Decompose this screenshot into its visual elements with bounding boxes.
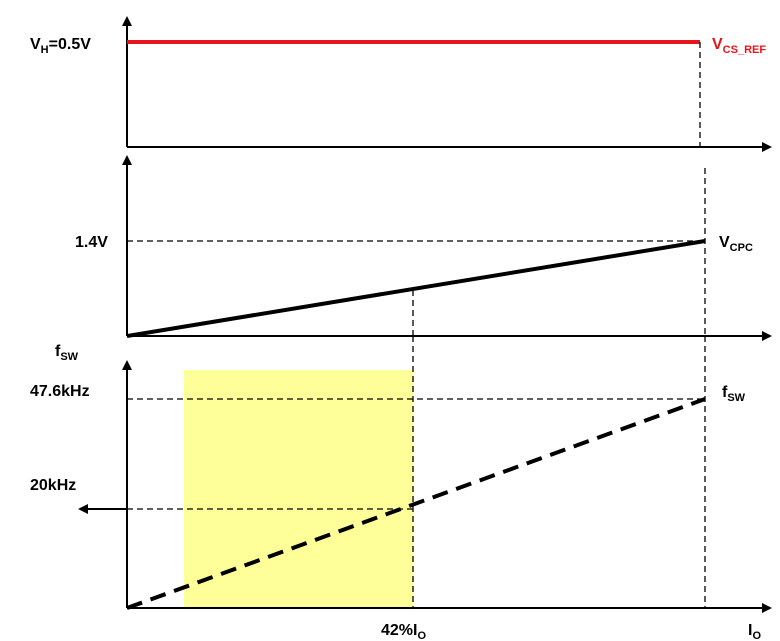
vcs-ref-series-label: VCS_REF: [712, 36, 766, 56]
vh-tick-label: VH=0.5V: [30, 36, 91, 56]
vcpc-series-label: VCPC: [719, 234, 753, 254]
x-tick-label-42pct: 42%IO: [381, 622, 426, 641]
panel-bottom: fSW 47.6kHz 20kHz fSW 42%IO IO: [30, 336, 772, 641]
fsw-y-axis-label: fSW: [55, 343, 79, 363]
panel-top: VH=0.5V VCS_REF: [30, 16, 772, 152]
fsw-series-label: fSW: [722, 384, 746, 404]
fsw-20k-tick-label: 20kHz: [30, 477, 76, 494]
x-axis-label-io: IO: [748, 622, 761, 641]
fsw-line: [126, 397, 706, 610]
panel-middle: 1.4V VCPC: [75, 155, 772, 341]
highlight-region: [184, 370, 413, 608]
vcpc-tick-label: 1.4V: [75, 234, 108, 251]
fsw-max-tick-label: 47.6kHz: [30, 383, 90, 400]
vcpc-line: [126, 239, 706, 338]
